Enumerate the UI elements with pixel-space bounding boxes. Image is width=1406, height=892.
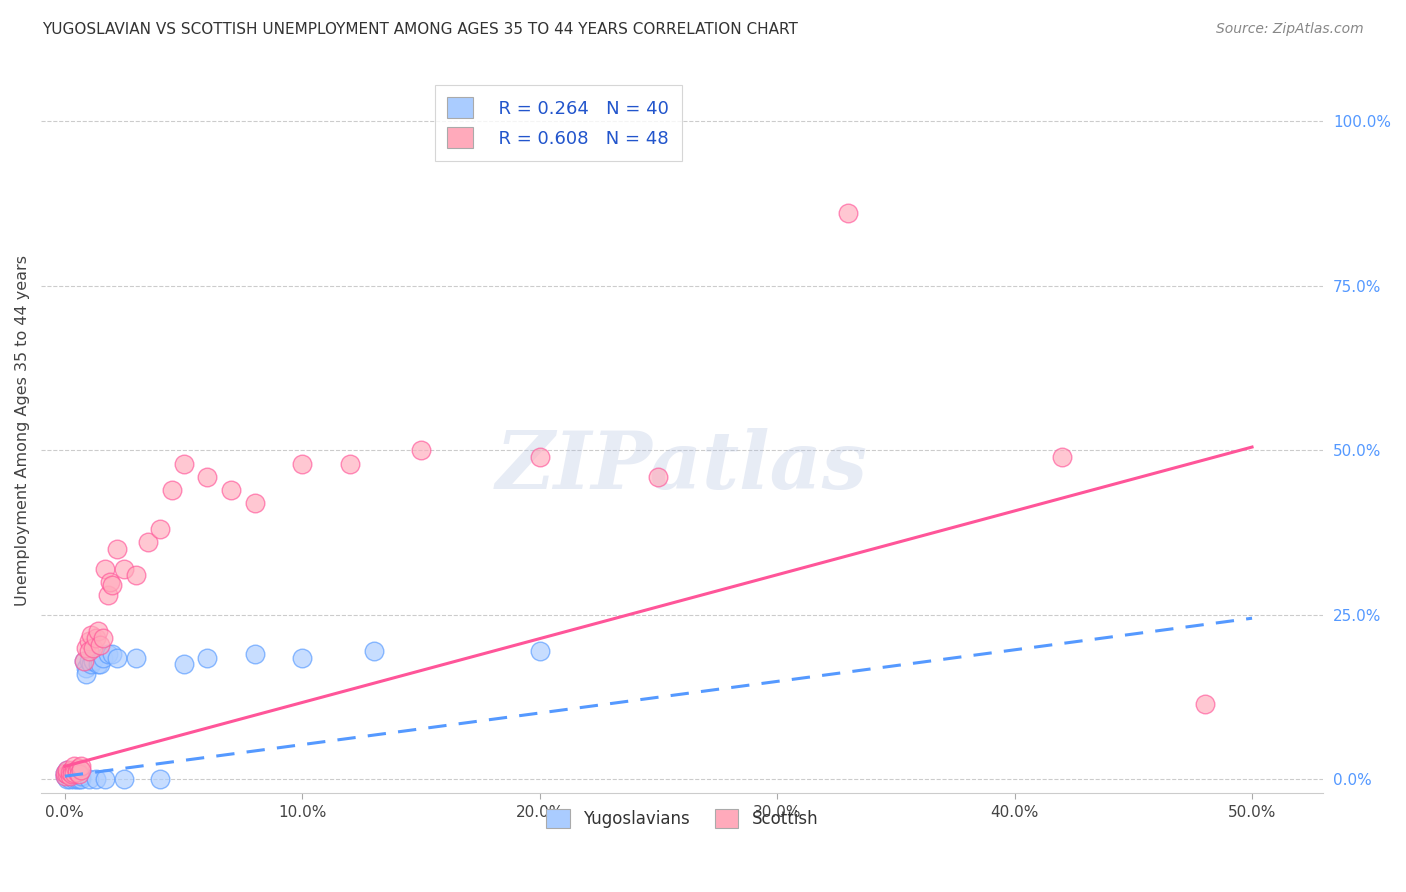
Point — [67, 761, 90, 775]
Point — [94, 772, 117, 787]
Point — [291, 650, 314, 665]
Point — [53, 765, 76, 780]
Point — [59, 764, 82, 779]
Point — [77, 654, 100, 668]
Point — [53, 769, 76, 783]
Point — [60, 767, 83, 781]
Point — [67, 767, 90, 781]
Point — [243, 648, 266, 662]
Point — [195, 469, 218, 483]
Point — [339, 457, 361, 471]
Point — [73, 654, 96, 668]
Point — [105, 542, 128, 557]
Point — [173, 457, 195, 471]
Point — [160, 483, 183, 497]
Point — [66, 763, 89, 777]
Text: Source: ZipAtlas.com: Source: ZipAtlas.com — [1216, 22, 1364, 37]
Point — [97, 648, 120, 662]
Point — [94, 562, 117, 576]
Point — [63, 772, 86, 787]
Point — [84, 772, 107, 787]
Point — [529, 450, 551, 464]
Point — [98, 574, 121, 589]
Point — [53, 769, 76, 783]
Point — [837, 206, 859, 220]
Point — [70, 772, 93, 787]
Point — [59, 767, 82, 781]
Point — [66, 764, 89, 779]
Point — [112, 562, 135, 576]
Point — [173, 657, 195, 672]
Point — [529, 644, 551, 658]
Text: YUGOSLAVIAN VS SCOTTISH UNEMPLOYMENT AMONG AGES 35 TO 44 YEARS CORRELATION CHART: YUGOSLAVIAN VS SCOTTISH UNEMPLOYMENT AMO… — [42, 22, 799, 37]
Point — [101, 648, 124, 662]
Point — [77, 644, 100, 658]
Point — [82, 640, 104, 655]
Point — [63, 767, 86, 781]
Point — [1050, 450, 1073, 464]
Point — [112, 772, 135, 787]
Point — [149, 772, 172, 787]
Legend: Yugoslavians, Scottish: Yugoslavians, Scottish — [540, 803, 825, 835]
Point — [363, 644, 385, 658]
Point — [89, 638, 111, 652]
Point — [91, 650, 114, 665]
Point — [243, 496, 266, 510]
Point — [60, 763, 83, 777]
Point — [1194, 697, 1216, 711]
Point — [67, 765, 90, 780]
Point — [91, 631, 114, 645]
Point — [77, 634, 100, 648]
Point — [59, 772, 82, 787]
Point — [84, 631, 107, 645]
Y-axis label: Unemployment Among Ages 35 to 44 years: Unemployment Among Ages 35 to 44 years — [15, 255, 30, 606]
Point — [125, 568, 148, 582]
Point — [66, 763, 89, 777]
Point — [87, 657, 110, 672]
Point — [70, 763, 93, 777]
Point — [409, 443, 432, 458]
Point — [63, 765, 86, 780]
Point — [82, 654, 104, 668]
Point — [60, 769, 83, 783]
Point — [125, 650, 148, 665]
Point — [70, 769, 93, 783]
Point — [89, 657, 111, 672]
Point — [87, 624, 110, 639]
Point — [56, 767, 79, 781]
Point — [60, 764, 83, 779]
Point — [70, 759, 93, 773]
Point — [75, 640, 97, 655]
Point — [63, 759, 86, 773]
Point — [56, 763, 79, 777]
Point — [75, 660, 97, 674]
Point — [80, 657, 103, 672]
Point — [56, 772, 79, 787]
Point — [53, 765, 76, 780]
Point — [75, 667, 97, 681]
Text: ZIPatlas: ZIPatlas — [496, 428, 869, 506]
Point — [97, 588, 120, 602]
Point — [80, 628, 103, 642]
Point — [77, 772, 100, 787]
Point — [101, 578, 124, 592]
Point — [66, 772, 89, 787]
Point — [136, 535, 159, 549]
Point — [195, 650, 218, 665]
Point — [56, 763, 79, 777]
Point — [647, 469, 669, 483]
Point — [73, 654, 96, 668]
Point — [149, 522, 172, 536]
Point — [291, 457, 314, 471]
Point — [59, 769, 82, 783]
Point — [67, 772, 90, 787]
Point — [219, 483, 242, 497]
Point — [105, 650, 128, 665]
